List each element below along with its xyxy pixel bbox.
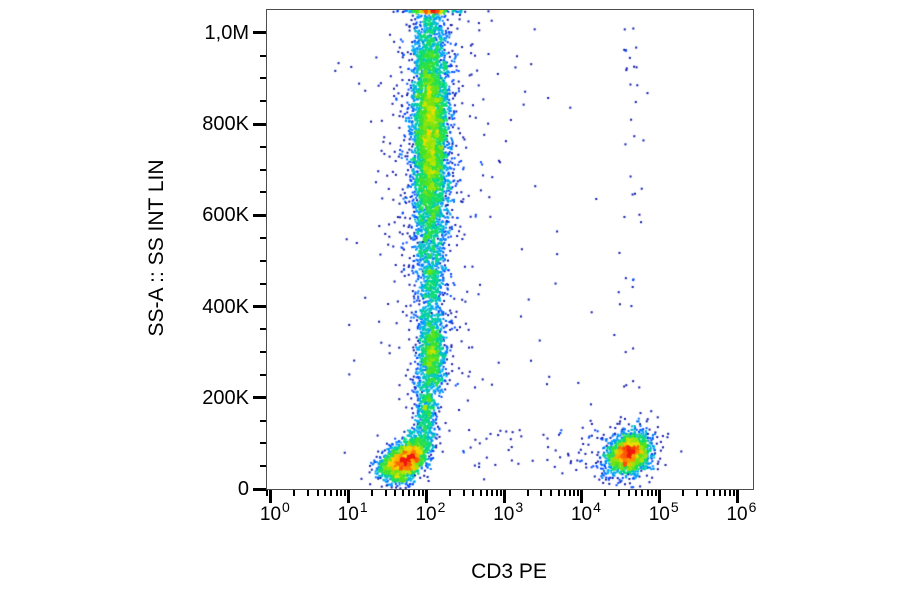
x-minor-tick bbox=[540, 490, 543, 496]
x-minor-tick bbox=[655, 490, 658, 496]
y-tick-label: 400K bbox=[202, 295, 249, 318]
x-minor-tick bbox=[549, 490, 552, 496]
x-major-tick bbox=[735, 490, 739, 503]
x-minor-tick bbox=[499, 490, 502, 496]
x-minor-tick bbox=[651, 490, 654, 496]
x-minor-tick bbox=[719, 490, 722, 496]
x-minor-tick bbox=[266, 490, 269, 496]
x-tick-label: 100 bbox=[259, 499, 290, 525]
x-major-tick bbox=[502, 490, 506, 503]
y-major-tick bbox=[253, 396, 266, 400]
x-minor-tick bbox=[340, 490, 343, 496]
x-minor-tick bbox=[705, 490, 708, 496]
x-major-tick bbox=[658, 490, 662, 503]
x-tick-exponent: 4 bbox=[593, 499, 601, 515]
x-minor-tick bbox=[491, 490, 494, 496]
x-minor-tick bbox=[401, 490, 404, 496]
x-major-tick bbox=[580, 490, 584, 503]
x-minor-tick bbox=[293, 490, 296, 496]
x-tick-base: 10 bbox=[415, 504, 437, 525]
x-minor-tick bbox=[713, 490, 716, 496]
x-minor-tick bbox=[394, 490, 397, 496]
y-tick-label: 600K bbox=[202, 204, 249, 227]
x-minor-tick bbox=[627, 490, 630, 496]
x-minor-tick bbox=[324, 490, 327, 496]
x-tick-exponent: 1 bbox=[359, 499, 368, 515]
x-minor-tick bbox=[335, 490, 338, 496]
y-tick-label: 800K bbox=[202, 113, 249, 136]
plot-area bbox=[266, 9, 754, 490]
x-minor-tick bbox=[618, 490, 621, 496]
x-minor-tick bbox=[732, 490, 735, 496]
x-minor-tick bbox=[724, 490, 727, 496]
x-minor-tick bbox=[728, 490, 731, 496]
x-tick-base: 10 bbox=[493, 504, 515, 525]
y-axis-label: SS-A :: SS INT LIN bbox=[145, 159, 168, 337]
x-minor-tick bbox=[371, 490, 374, 496]
x-minor-tick bbox=[641, 490, 644, 496]
x-tick-base: 10 bbox=[337, 504, 359, 525]
x-axis-label: CD3 PE bbox=[471, 560, 547, 583]
x-minor-tick bbox=[316, 490, 319, 496]
y-major-tick bbox=[253, 31, 266, 35]
y-tick-label: 0 bbox=[237, 478, 249, 500]
y-major-tick bbox=[253, 122, 266, 126]
x-minor-tick bbox=[384, 490, 387, 496]
y-major-tick bbox=[253, 487, 266, 491]
x-minor-tick bbox=[479, 490, 482, 496]
x-major-tick bbox=[347, 490, 351, 503]
y-tick-label: 200K bbox=[202, 386, 249, 409]
x-minor-tick bbox=[306, 490, 309, 496]
x-tick-label: 102 bbox=[415, 499, 445, 525]
x-minor-tick bbox=[557, 490, 560, 496]
x-minor-tick bbox=[417, 490, 420, 496]
x-tick-base: 10 bbox=[648, 504, 670, 525]
x-tick-exponent: 5 bbox=[670, 499, 679, 515]
x-minor-tick bbox=[573, 490, 576, 496]
x-tick-exponent: 6 bbox=[748, 499, 757, 515]
x-minor-tick bbox=[485, 490, 488, 496]
x-tick-label: 105 bbox=[648, 499, 679, 525]
x-minor-tick bbox=[646, 490, 649, 496]
x-tick-exponent: 2 bbox=[437, 499, 446, 515]
x-minor-tick bbox=[577, 490, 580, 496]
y-major-tick bbox=[253, 213, 266, 217]
x-minor-tick bbox=[472, 490, 475, 496]
x-tick-label: 104 bbox=[570, 499, 601, 525]
x-minor-tick bbox=[421, 490, 424, 496]
x-minor-tick bbox=[635, 490, 638, 496]
x-tick-label: 101 bbox=[337, 499, 368, 525]
x-major-tick bbox=[269, 490, 273, 503]
x-minor-tick bbox=[526, 490, 529, 496]
x-minor-tick bbox=[462, 490, 465, 496]
x-tick-exponent: 3 bbox=[515, 499, 524, 515]
x-tick-base: 10 bbox=[726, 504, 748, 525]
x-minor-tick bbox=[495, 490, 498, 496]
x-minor-tick bbox=[568, 490, 571, 496]
x-minor-tick bbox=[413, 490, 416, 496]
x-minor-tick bbox=[604, 490, 607, 496]
x-minor-tick bbox=[563, 490, 566, 496]
x-major-tick bbox=[424, 490, 428, 503]
x-tick-exponent: 0 bbox=[282, 499, 290, 515]
y-tick-label: 1,0M bbox=[204, 21, 249, 44]
x-tick-base: 10 bbox=[259, 504, 282, 525]
x-minor-tick bbox=[448, 490, 451, 496]
density-scatter-canvas bbox=[267, 10, 753, 489]
x-minor-tick bbox=[682, 490, 685, 496]
x-minor-tick bbox=[408, 490, 411, 496]
x-minor-tick bbox=[695, 490, 698, 496]
y-major-tick bbox=[253, 305, 266, 309]
x-tick-label: 103 bbox=[493, 499, 523, 525]
x-minor-tick bbox=[344, 490, 347, 496]
x-tick-base: 10 bbox=[570, 504, 593, 525]
x-minor-tick bbox=[330, 490, 333, 496]
x-tick-label: 106 bbox=[726, 499, 756, 525]
